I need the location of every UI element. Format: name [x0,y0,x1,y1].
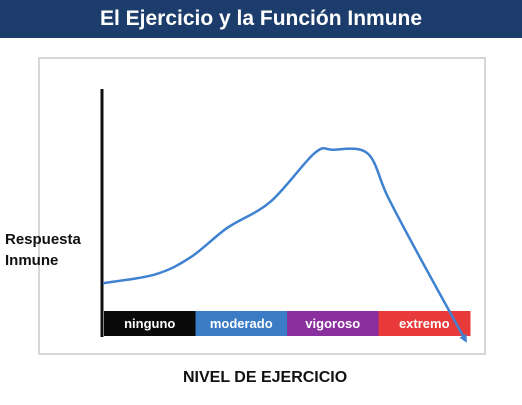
series-line [102,147,467,343]
y-axis-label: Respuesta Inmune [5,231,81,269]
category-band-ninguno [104,311,196,336]
category-label-extremo: extremo [399,316,450,331]
x-axis-label: NIVEL DE EJERCICIO [183,369,348,386]
category-band-vigoroso [287,311,379,336]
category-label-vigoroso: vigoroso [305,316,360,331]
chart-frame [38,57,486,355]
chart-title: El Ejercicio y la Función Inmune [0,0,522,38]
category-label-moderado: moderado [210,316,273,331]
category-band-moderado [195,311,288,336]
x-category-bands: ninguno moderado vigoroso extremo [104,311,471,336]
category-label-ninguno: ninguno [124,316,175,331]
